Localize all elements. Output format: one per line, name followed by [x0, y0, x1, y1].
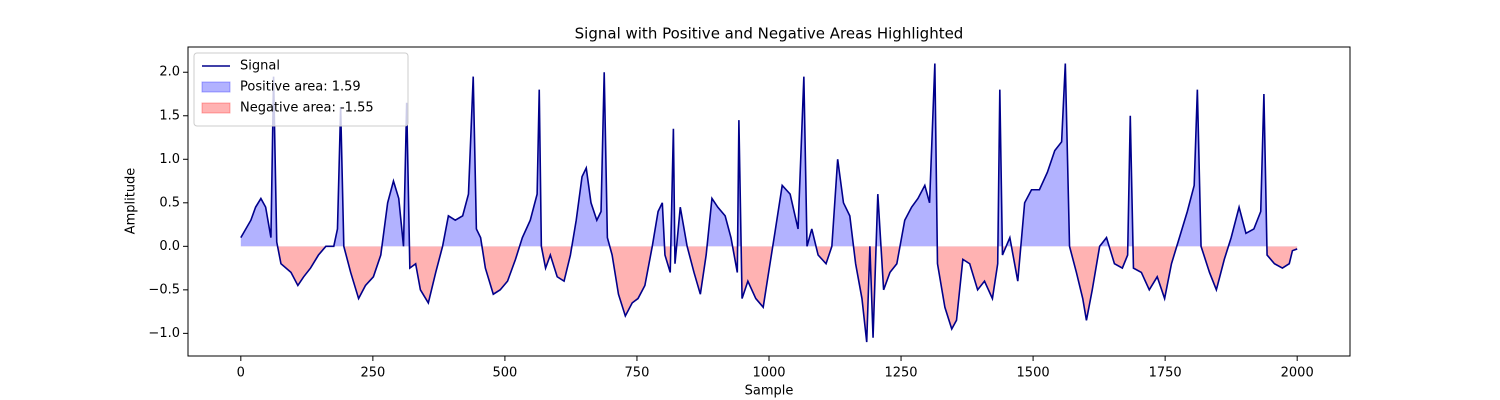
x-tick-label: 1500 [1017, 366, 1050, 381]
x-tick-label: 2000 [1281, 366, 1314, 381]
x-tick-label: 1250 [884, 366, 917, 381]
area-fill [240, 246, 1298, 343]
x-tick-label: 500 [492, 366, 517, 381]
legend-patch [201, 102, 231, 114]
x-axis-label: Sample [745, 384, 794, 399]
y-tick-label: −0.5 [148, 282, 180, 297]
x-tick-label: 0 [237, 366, 245, 381]
x-tick-label: 1000 [752, 366, 785, 381]
y-tick-label: 2.0 [159, 65, 180, 80]
x-tick-label: 1750 [1149, 366, 1182, 381]
area-fill [240, 63, 1267, 247]
legend-box [193, 52, 409, 127]
legend-label: Signal [240, 59, 280, 74]
legend-label: Negative area: -1.55 [240, 101, 374, 116]
x-tick-label: 750 [625, 366, 650, 381]
y-tick-label: 1.0 [159, 152, 180, 167]
y-tick-label: −1.0 [148, 326, 180, 341]
chart-title: Signal with Positive and Negative Areas … [575, 25, 964, 43]
y-tick-label: 0.5 [159, 195, 180, 210]
y-tick-label: 1.5 [159, 108, 180, 123]
legend-patch [201, 81, 231, 93]
x-tick-label: 250 [360, 366, 385, 381]
signal-line [240, 63, 1298, 343]
plot-frame [187, 46, 1351, 357]
y-tick-label: 0.0 [159, 239, 180, 254]
legend-label: Positive area: 1.59 [240, 80, 361, 95]
y-axis-label: Amplitude [124, 168, 139, 235]
